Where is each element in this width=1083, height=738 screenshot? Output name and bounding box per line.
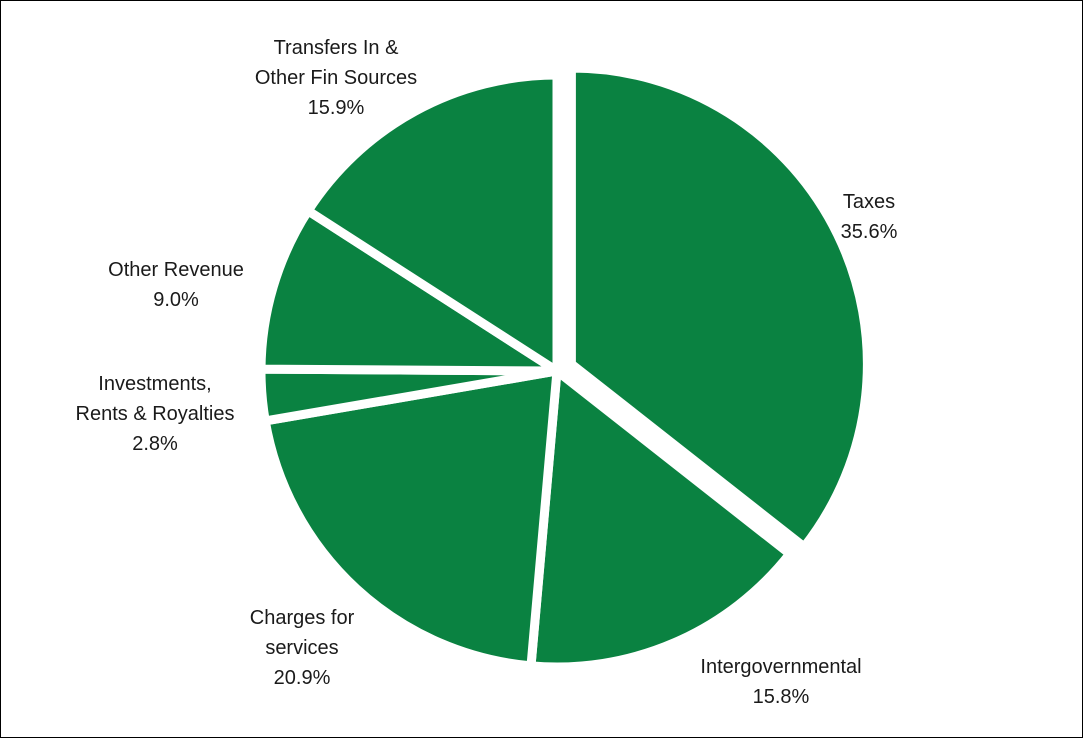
pie-slice-intergovernmental bbox=[526, 362, 797, 672]
slice-name-line: Taxes bbox=[842, 191, 896, 213]
slice-label-intergovernmental: Intergovernmental 15.8% bbox=[700, 652, 861, 712]
slice-name-line: Other Revenue bbox=[108, 259, 244, 281]
slice-percent: 2.8% bbox=[132, 433, 178, 455]
slice-label-transfers-in-other-fin-sources: Transfers In & Other Fin Sources 15.9% bbox=[255, 33, 417, 123]
pie-slice-transfers-in-other-fin-sources bbox=[301, 70, 562, 380]
slice-name-line: Investments, bbox=[98, 373, 212, 395]
slice-label-investments-rents-royalties: Investments, Rents & Royalties 2.8% bbox=[76, 369, 235, 459]
slice-name-line: Rents & Royalties bbox=[75, 403, 235, 425]
slice-name-line: Charges for bbox=[249, 607, 355, 629]
slice-percent: 15.8% bbox=[752, 686, 810, 708]
slice-label-other-revenue: Other Revenue 9.0% bbox=[108, 255, 244, 315]
slice-label-taxes: Taxes 35.6% bbox=[841, 187, 898, 247]
pie-slice-taxes bbox=[566, 63, 872, 554]
slice-name-line: Transfers In & bbox=[273, 37, 399, 59]
slice-percent: 35.6% bbox=[840, 221, 898, 243]
slice-name-line: services bbox=[265, 637, 339, 659]
slice-percent: 15.9% bbox=[307, 97, 365, 119]
slice-name-line: Intergovernmental bbox=[700, 656, 862, 678]
pie-slice-other-revenue bbox=[256, 204, 573, 376]
slice-label-charges-for-services: Charges for services 20.9% bbox=[250, 603, 355, 693]
slice-percent: 9.0% bbox=[153, 289, 199, 311]
slice-percent: 20.9% bbox=[273, 667, 331, 689]
slice-name-line: Other Fin Sources bbox=[254, 67, 418, 89]
pie-slice-charges-for-services bbox=[260, 365, 562, 671]
